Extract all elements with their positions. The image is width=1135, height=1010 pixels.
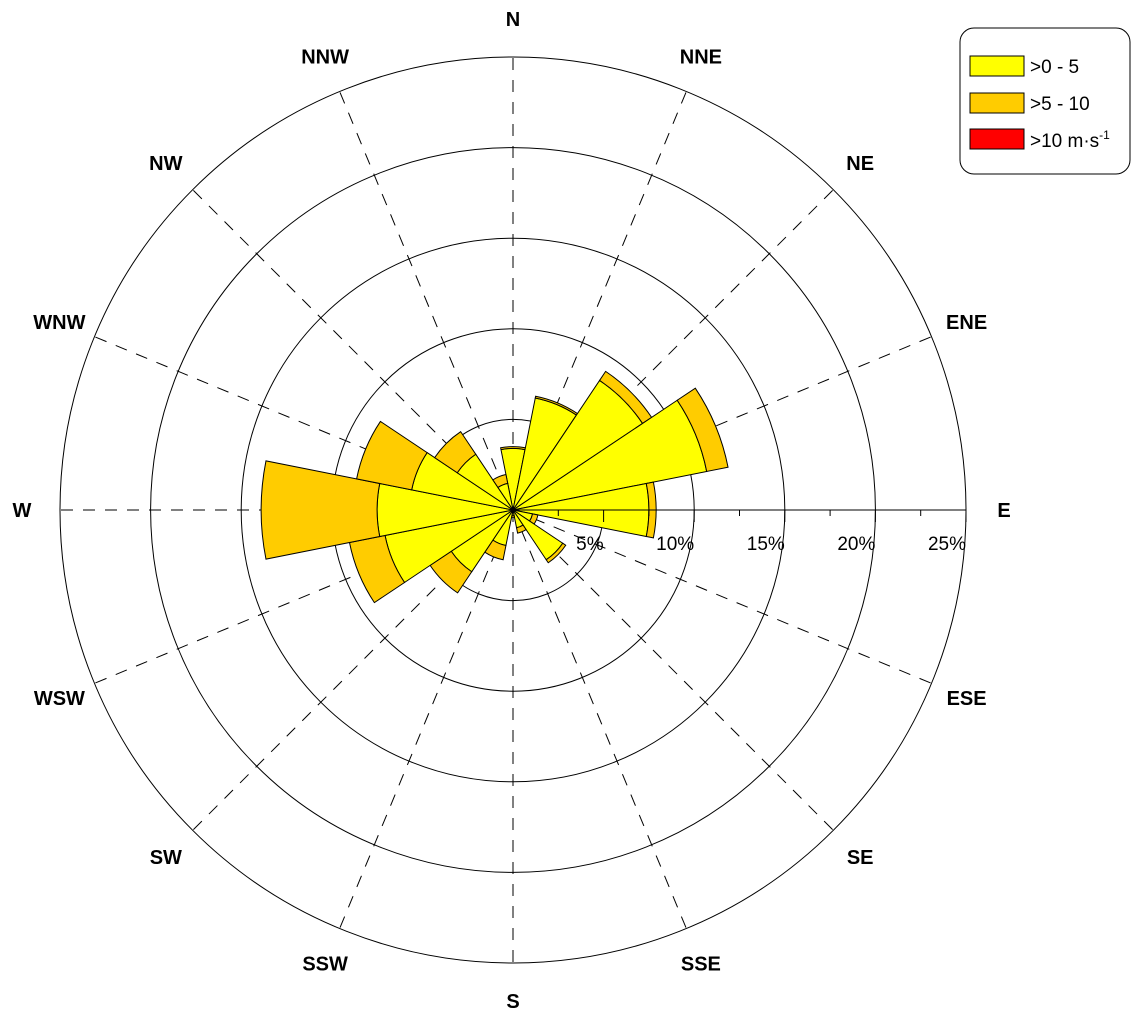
legend: >0 - 5 >5 - 10 >10 m·s-1 bbox=[959, 27, 1131, 175]
wind-petals bbox=[260, 370, 729, 604]
direction-label-S: S bbox=[506, 991, 519, 1010]
legend-swatch-2 bbox=[969, 128, 1025, 150]
legend-swatch-0 bbox=[969, 55, 1025, 77]
direction-label-ENE: ENE bbox=[946, 312, 987, 334]
petal-SSE-s1 bbox=[515, 524, 527, 534]
radial-tick-label-25: 25% bbox=[928, 534, 966, 555]
legend-label-0: >0 - 5 bbox=[1030, 57, 1079, 78]
direction-label-SW: SW bbox=[150, 847, 182, 869]
direction-label-SE: SE bbox=[847, 847, 874, 869]
radial-tick-label-5: 5% bbox=[576, 534, 604, 555]
spoke-ESE bbox=[512, 509, 932, 684]
direction-label-SSW: SSW bbox=[302, 954, 348, 976]
spoke-SE bbox=[512, 509, 834, 831]
direction-label-WSW: WSW bbox=[34, 688, 85, 710]
direction-label-SSE: SSE bbox=[681, 954, 721, 976]
direction-label-WNW: WNW bbox=[33, 312, 85, 334]
direction-label-NNW: NNW bbox=[301, 46, 349, 68]
radial-tick-label-15: 15% bbox=[747, 534, 785, 555]
direction-label-N: N bbox=[506, 9, 520, 31]
spoke-SSE bbox=[512, 509, 687, 929]
spoke-NNW bbox=[339, 91, 514, 511]
legend-label-1: >5 - 10 bbox=[1030, 94, 1090, 115]
legend-label-2: >10 m·s-1 bbox=[1030, 128, 1110, 152]
direction-label-ESE: ESE bbox=[947, 688, 987, 710]
legend-label-2-sup: -1 bbox=[1099, 128, 1110, 142]
radial-axis: 5% 10% 15% 20% 25% bbox=[513, 509, 967, 555]
spoke-SSW bbox=[339, 509, 514, 929]
petal-NW-s1 bbox=[433, 430, 477, 474]
legend-swatch-1 bbox=[969, 92, 1025, 114]
direction-label-E: E bbox=[997, 500, 1010, 522]
direction-labels: N NNE NE ENE E ESE SE SSE S SSW SW WSW W WNW NW NNW bbox=[13, 9, 1011, 1010]
legend-label-2-main: >10 m·s bbox=[1030, 131, 1099, 152]
petal-SE-s1 bbox=[545, 542, 567, 564]
petal-ENE-s1 bbox=[676, 387, 729, 473]
direction-label-NNE: NNE bbox=[680, 46, 722, 68]
direction-label-NW: NW bbox=[149, 153, 182, 175]
petal-NNW-s1 bbox=[492, 473, 509, 489]
radial-tick-label-20: 20% bbox=[837, 534, 875, 555]
direction-label-W: W bbox=[13, 500, 32, 522]
petal-W-s1 bbox=[260, 460, 381, 560]
radial-tick-label-10: 10% bbox=[656, 534, 694, 555]
direction-label-NE: NE bbox=[846, 153, 874, 175]
petal-WNW-s1 bbox=[356, 420, 428, 491]
